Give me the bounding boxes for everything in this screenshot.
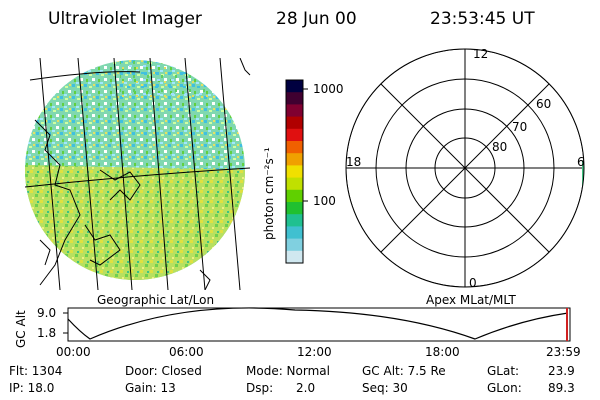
colorbar-frame [285, 79, 304, 264]
glon-value: 89.3 [548, 381, 575, 395]
colorbar-swatch [286, 92, 303, 105]
mlat-label-60: 60 [536, 97, 552, 111]
colorbar-swatch [286, 80, 303, 93]
altitude-ytick-9: 9.0 [37, 306, 57, 320]
intensity-colorbar [285, 79, 304, 264]
colorbar-ticks [303, 88, 308, 202]
mlt-label-12: 12 [473, 47, 489, 61]
mlat-label-80: 80 [492, 140, 508, 154]
flight-number: Flt: 1304 [9, 364, 63, 378]
app-title: Ultraviolet Imager [48, 9, 202, 29]
ip-value: IP: 18.0 [9, 381, 55, 395]
mlt-label-18: 18 [346, 155, 362, 169]
altitude-ytick-1-8: 1.8 [37, 326, 57, 340]
dsp-label: Dsp: [246, 381, 274, 395]
altitude-xtick-0000: 00:00 [56, 345, 91, 359]
colorbar-swatch [286, 141, 303, 154]
altitude-plot-frame [63, 307, 571, 342]
colorbar-swatch [286, 226, 303, 240]
colorbar-swatch [286, 189, 303, 203]
glat-value: 23.9 [548, 364, 575, 378]
geographic-grid [25, 58, 251, 290]
colorbar-swatch [286, 128, 303, 142]
sequence-value: Seq: 30 [362, 381, 408, 395]
colorbar-swatch [286, 202, 303, 215]
mlt-label-6: 6 [577, 155, 585, 169]
altitude-xtick-2359: 23:59 [546, 345, 581, 359]
apex-label: Apex MLat/MLT [426, 293, 516, 307]
geographic-label: Geographic Lat/Lon [97, 293, 215, 307]
altitude-xtick-1200: 12:00 [297, 345, 332, 359]
colorbar-tick-100: 100 [313, 194, 336, 208]
colorbar-swatch [286, 238, 303, 252]
colorbar-swatch [286, 116, 303, 130]
polar-dial [346, 49, 584, 287]
gain-value: Gain: 13 [125, 381, 176, 395]
date-label: 28 Jun 00 [276, 9, 357, 29]
colorbar-tick-1000: 1000 [313, 82, 344, 96]
colorbar-swatch [286, 153, 303, 166]
altitude-xtick-1800: 18:00 [425, 345, 460, 359]
mlat-label-70: 70 [512, 120, 528, 134]
colorbar-swatch [286, 177, 303, 191]
mlt-label-0: 0 [469, 276, 477, 290]
colorbar-unit-label: photon cm⁻²s⁻¹ [262, 147, 276, 240]
glat-label: GLat: [487, 364, 520, 378]
colorbar-swatch [286, 104, 303, 118]
gc-altitude: GC Alt: 7.5 Re [362, 364, 446, 378]
altitude-xtick-0600: 06:00 [169, 345, 204, 359]
dsp-value: 2.0 [296, 381, 316, 395]
colorbar-swatch [286, 165, 303, 179]
altitude-ylabel: GC Alt [14, 310, 28, 348]
time-label: 23:53:45 UT [430, 9, 535, 29]
mode-value: Mode: Normal [246, 364, 330, 378]
glon-label: GLon: [487, 381, 522, 395]
colorbar-swatch [286, 214, 303, 227]
colorbar-swatch [286, 250, 303, 264]
door-status: Door: Closed [125, 364, 202, 378]
